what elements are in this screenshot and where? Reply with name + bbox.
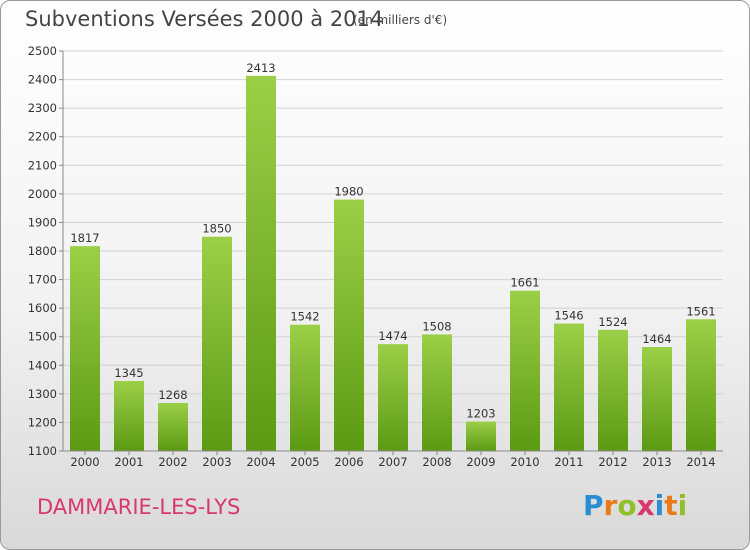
y-tick-label: 1500 xyxy=(28,330,57,344)
x-axis: 2000 2001 2002 2003 2004 2005 2006 2007 2008 2009… xyxy=(63,450,723,469)
x-tick-label: 2000 xyxy=(70,455,99,469)
bar xyxy=(202,236,232,451)
y-axis: 1100 1200 1300 1400 1500 1600 1700 1800 1900 2000… xyxy=(28,44,64,458)
y-tick-label: 2000 xyxy=(28,187,57,201)
bar xyxy=(246,75,276,451)
value-label: 1508 xyxy=(422,319,451,333)
value-labels: 1817 1345 1268 1850 2413 1542 1980 1474 1508 1203… xyxy=(70,61,715,421)
bar xyxy=(378,344,408,451)
y-tick-label: 1100 xyxy=(28,444,57,458)
x-tick-label: 2007 xyxy=(378,455,407,469)
y-tick-label: 1200 xyxy=(28,415,57,429)
bar xyxy=(598,329,628,451)
value-label: 1542 xyxy=(290,310,319,324)
y-tick-label: 1300 xyxy=(28,387,57,401)
x-tick-label: 2010 xyxy=(510,455,539,469)
bar xyxy=(70,246,100,451)
bar xyxy=(466,421,496,451)
x-tick-label: 2004 xyxy=(246,455,275,469)
value-label: 1850 xyxy=(202,222,231,236)
value-label: 1268 xyxy=(158,388,187,402)
value-label: 1474 xyxy=(378,329,407,343)
commune-name: DAMMARIE-LES-LYS xyxy=(37,495,241,519)
y-tick-label: 1800 xyxy=(28,244,57,258)
y-tick-label: 1700 xyxy=(28,273,57,287)
y-tick-label: 1400 xyxy=(28,358,57,372)
value-label: 1980 xyxy=(334,185,363,199)
chart-title: Subventions Versées 2000 à 2014 xyxy=(25,7,384,31)
logo-letter: i xyxy=(677,489,688,522)
bar xyxy=(554,323,584,451)
proxiti-logo[interactable]: Proxiti xyxy=(583,489,687,522)
bar xyxy=(334,199,364,451)
x-tick-label: 2012 xyxy=(598,455,627,469)
value-label: 1464 xyxy=(642,332,671,346)
x-tick-label: 2002 xyxy=(158,455,187,469)
value-label: 2413 xyxy=(246,61,275,75)
x-tick-label: 2013 xyxy=(642,455,671,469)
bar xyxy=(686,319,716,451)
x-tick-label: 2008 xyxy=(422,455,451,469)
value-label: 1345 xyxy=(114,366,143,380)
bar xyxy=(290,324,320,451)
logo-letter: r xyxy=(603,489,618,522)
y-tick-label: 2300 xyxy=(28,101,57,115)
bar xyxy=(158,403,188,451)
x-tick-label: 2011 xyxy=(554,455,583,469)
bar xyxy=(422,334,452,451)
bars xyxy=(70,75,716,451)
x-tick-label: 2006 xyxy=(334,455,363,469)
x-tick-label: 2014 xyxy=(686,455,715,469)
logo-letter: P xyxy=(583,489,604,522)
x-tick-label: 2001 xyxy=(114,455,143,469)
y-tick-label: 2500 xyxy=(28,44,57,58)
logo-letter: o xyxy=(617,489,637,522)
x-tick-label: 2009 xyxy=(466,455,495,469)
bar xyxy=(642,347,672,451)
logo-letter: x xyxy=(636,489,655,522)
value-label: 1661 xyxy=(510,276,539,290)
value-label: 1546 xyxy=(554,309,583,323)
logo-letter: t xyxy=(664,489,678,522)
value-label: 1203 xyxy=(466,407,495,421)
bar xyxy=(114,381,144,451)
logo-letter: i xyxy=(654,489,665,522)
y-tick-label: 1900 xyxy=(28,215,57,229)
y-tick-label: 2400 xyxy=(28,73,57,87)
bar xyxy=(510,290,540,451)
value-label: 1817 xyxy=(70,231,99,245)
value-label: 1524 xyxy=(598,315,627,329)
y-tick-label: 1600 xyxy=(28,301,57,315)
x-tick-label: 2003 xyxy=(202,455,231,469)
x-tick-label: 2005 xyxy=(290,455,319,469)
y-tick-label: 2200 xyxy=(28,130,57,144)
value-label: 1561 xyxy=(686,304,715,318)
y-tick-label: 2100 xyxy=(28,158,57,172)
chart-subtitle: (en milliers d'€) xyxy=(353,13,448,27)
